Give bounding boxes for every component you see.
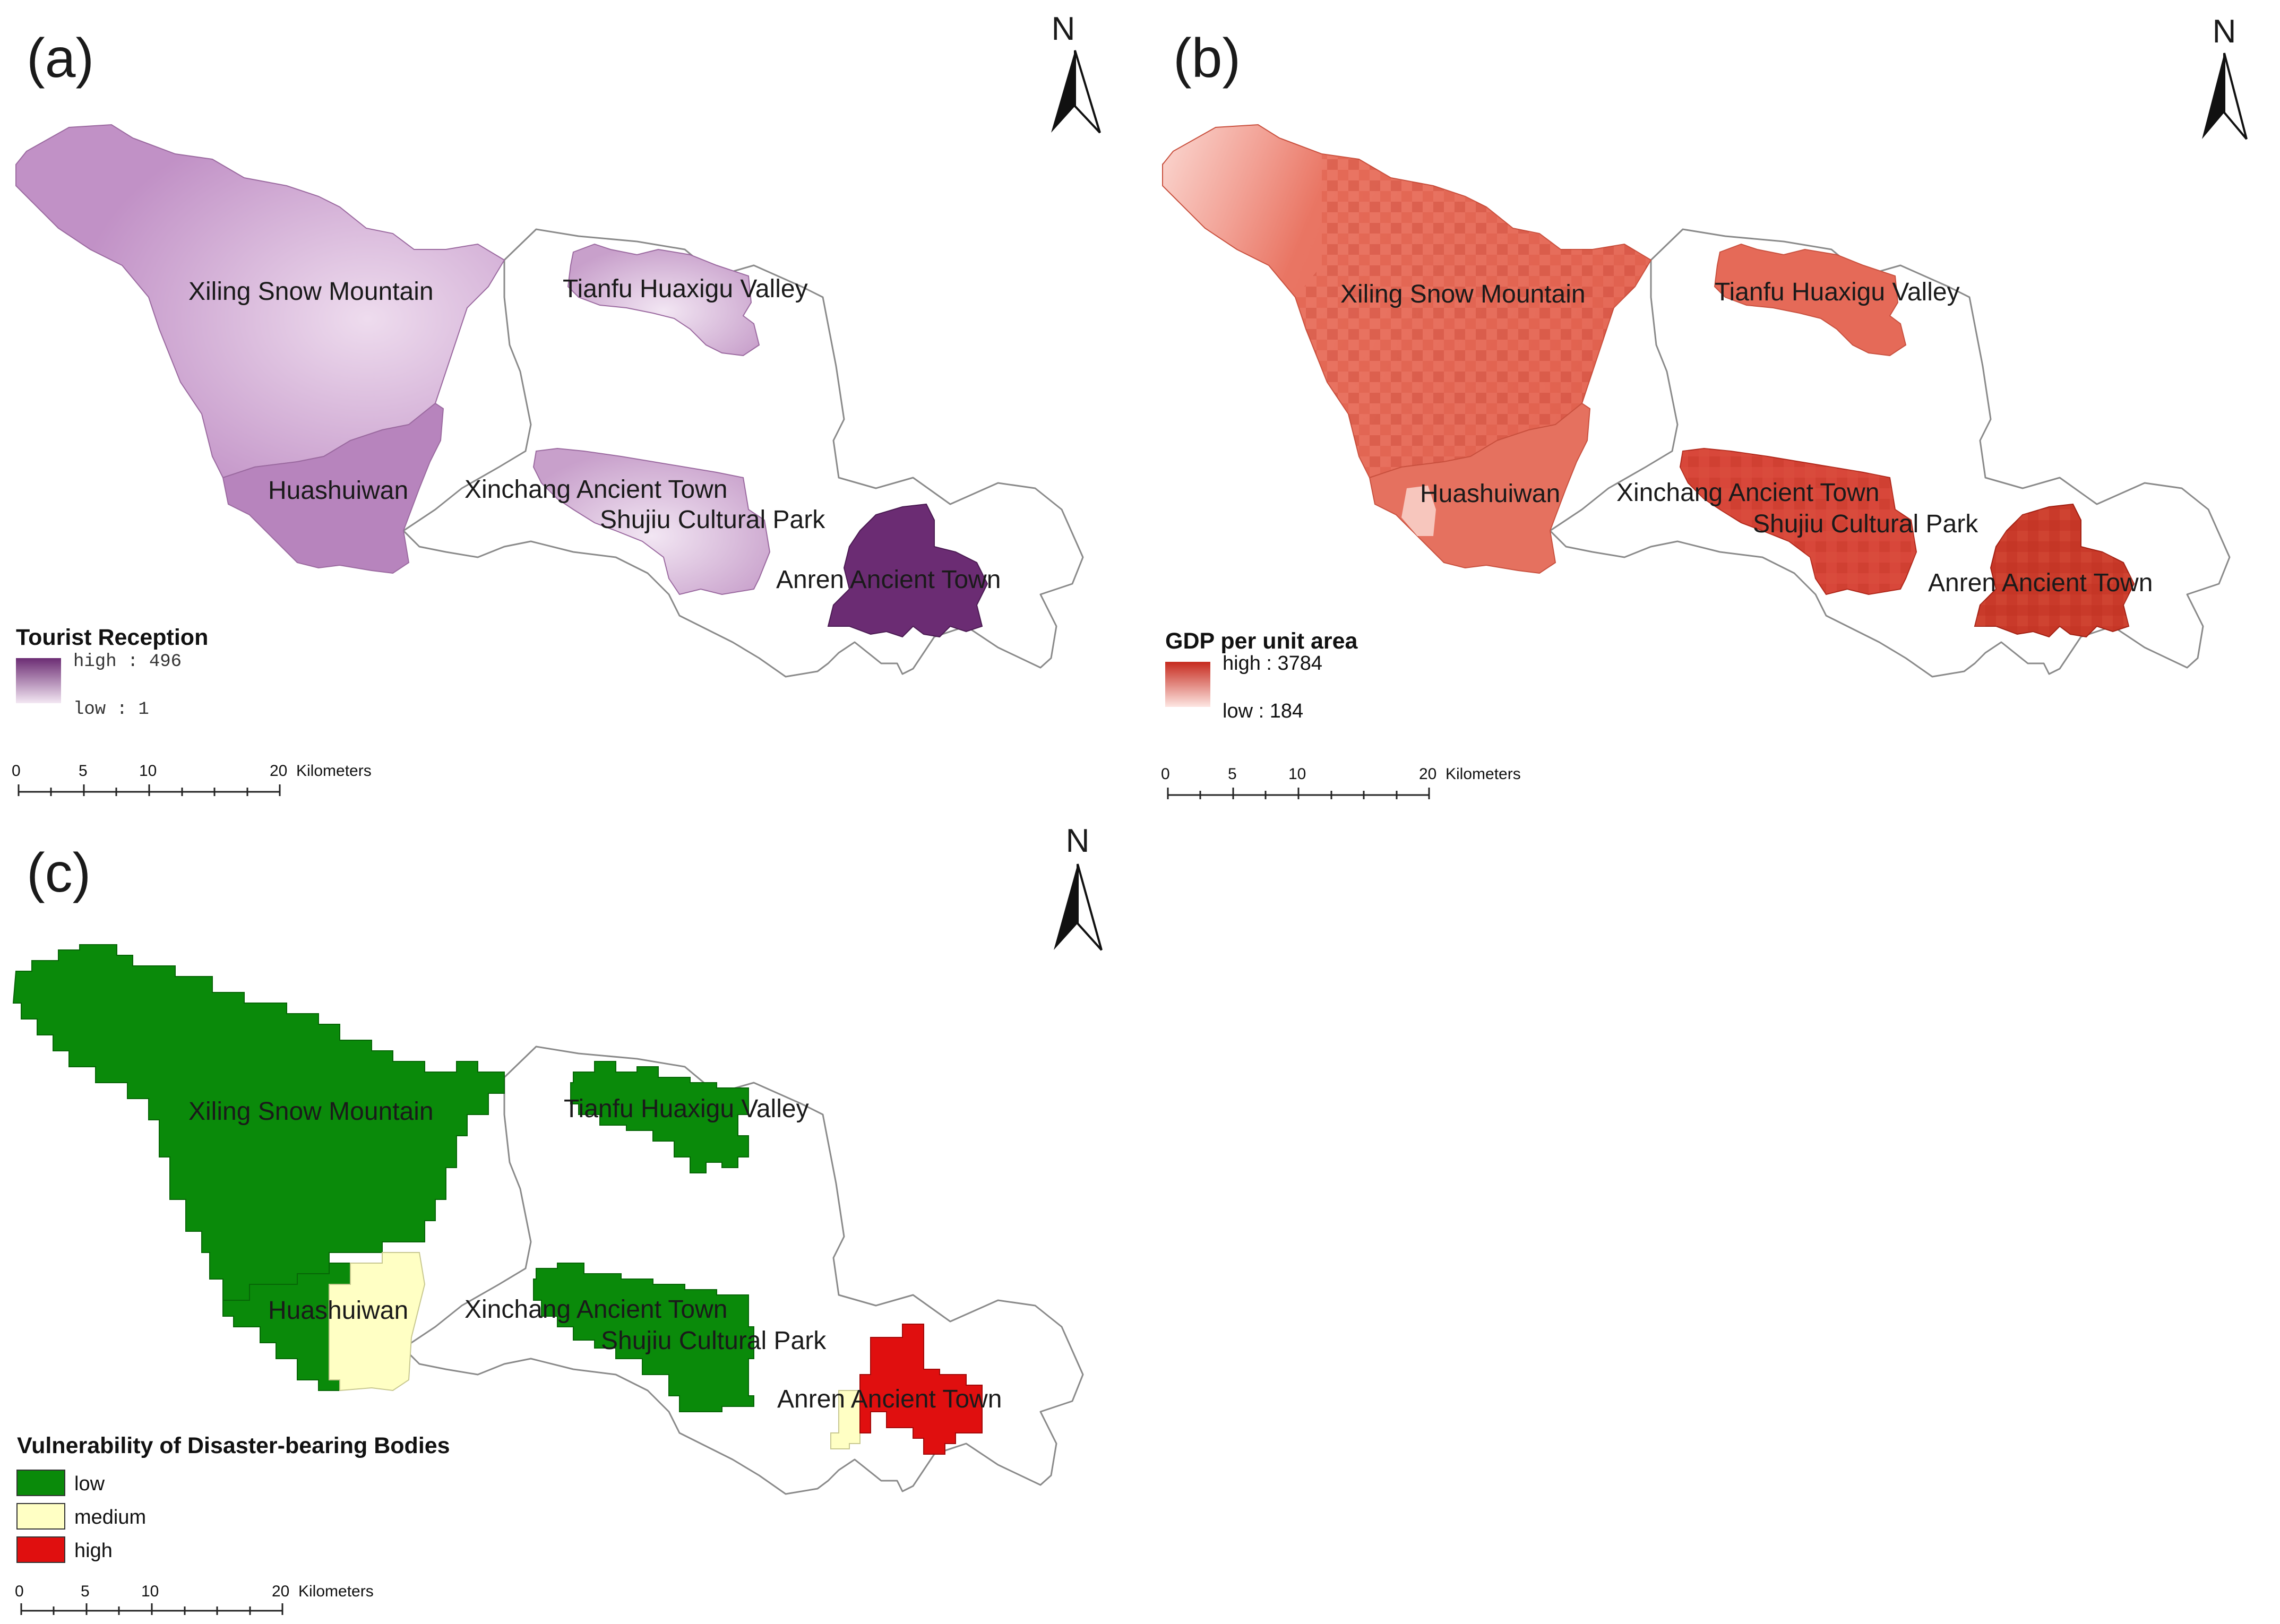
label-anren-b: Anren Ancient Town — [1928, 569, 2153, 597]
region-anren-c-high — [859, 1324, 983, 1455]
legend-high-b: high : 3784 — [1223, 652, 1322, 675]
legend-swatch-high — [16, 1536, 65, 1563]
legend-ramp-a — [16, 658, 61, 703]
legend-b: GDP per unit area high : 3784 low : 184 — [1165, 628, 1358, 722]
region-xinchang-shujiu — [532, 447, 771, 595]
label-anren-c: Anren Ancient Town — [777, 1385, 1002, 1413]
label-shujiu-c: Shujiu Cultural Park — [601, 1327, 827, 1355]
scale-tick-20: 20 — [270, 762, 287, 780]
legend-low-a: low : 1 — [73, 699, 149, 720]
scale-tick-0-b: 0 — [1161, 765, 1170, 783]
label-huashuiwan: Huashuiwan — [268, 477, 408, 505]
map-c-svg: Xiling Snow Mountain Tianfu Huaxigu Vall… — [12, 823, 1103, 1615]
scale-tick-5: 5 — [79, 762, 88, 780]
label-xinchang-c: Xinchang Ancient Town — [464, 1295, 727, 1324]
north-arrow-icon: N — [2202, 13, 2248, 140]
legend-title-a: Tourist Reception — [16, 625, 208, 650]
north-arrow-icon: N — [1051, 11, 1101, 134]
panel-letter-a: (a) — [27, 28, 94, 89]
legend-a: Tourist Reception high : 496 low : 1 — [16, 625, 208, 720]
legend-label-high: high — [74, 1540, 113, 1562]
study-area-outline-b — [1549, 228, 2231, 678]
map-panel-c: Xiling Snow Mountain Tianfu Huaxigu Vall… — [0, 817, 1140, 1622]
region-xinchang-shujiu-b-texture — [1680, 448, 1916, 594]
region-huashuiwan — [222, 402, 444, 574]
scale-unit-c: Kilometers — [298, 1583, 374, 1600]
scale-bar-a: 0 5 10 20 Kilometers — [12, 762, 372, 796]
region-tianfu-c — [570, 1061, 749, 1173]
label-xiling-c: Xiling Snow Mountain — [188, 1098, 434, 1126]
legend-swatch-medium — [16, 1503, 65, 1530]
scale-unit-b: Kilometers — [1446, 765, 1521, 783]
scale-tick-10-b: 10 — [1288, 765, 1306, 783]
scale-tick-20-b: 20 — [1419, 765, 1436, 783]
label-xiling-b: Xiling Snow Mountain — [1340, 280, 1586, 308]
map-panel-a: Xiling Snow Mountain Tianfu Huaxigu Vall… — [0, 0, 1140, 811]
region-tianfu-b — [1714, 243, 1907, 357]
map-a-svg: Xiling Snow Mountain Tianfu Huaxigu Vall… — [12, 11, 1101, 796]
legend-ramp-b — [1165, 662, 1210, 707]
legend-low-b: low : 184 — [1223, 700, 1303, 722]
legend-label-medium: medium — [74, 1506, 146, 1528]
label-huashuiwan-b: Huashuiwan — [1420, 480, 1560, 508]
label-xinchang: Xinchang Ancient Town — [464, 476, 727, 504]
label-shujiu-b: Shujiu Cultural Park — [1753, 510, 1978, 538]
label-xiling: Xiling Snow Mountain — [188, 278, 434, 306]
north-label-c: N — [1066, 823, 1090, 859]
scale-tick-20-c: 20 — [272, 1583, 289, 1600]
legend-title-c: Vulnerability of Disaster-bearing Bodies — [17, 1433, 450, 1458]
region-huashuiwan-b-light — [1401, 486, 1436, 536]
north-label: N — [1052, 11, 1076, 47]
region-huashuiwan-c-medium — [329, 1252, 426, 1392]
legend-label-low: low — [74, 1473, 105, 1495]
label-xinchang-b: Xinchang Ancient Town — [1616, 479, 1879, 507]
study-area-outline — [402, 228, 1084, 678]
scale-tick-10: 10 — [139, 762, 157, 780]
label-shujiu: Shujiu Cultural Park — [600, 506, 825, 534]
north-label-b: N — [2213, 13, 2236, 50]
region-xiling-c — [12, 944, 505, 1301]
scale-unit: Kilometers — [296, 762, 372, 780]
label-tianfu-c: Tianfu Huaxigu Valley — [564, 1095, 809, 1123]
region-xinchang-shujiu-c — [533, 1263, 754, 1412]
map-panel-b: Xiling Snow Mountain Tianfu Huaxigu Vall… — [1147, 0, 2280, 811]
scale-tick-0: 0 — [12, 762, 21, 780]
panel-letter-b: (b) — [1173, 28, 1241, 89]
scale-bar-c: 0 5 10 20 Kilometers — [15, 1583, 374, 1615]
region-xiling-b-texture — [1295, 154, 1651, 478]
label-anren: Anren Ancient Town — [776, 566, 1001, 594]
legend-swatch-low — [16, 1470, 65, 1496]
scale-tick-10-c: 10 — [141, 1583, 159, 1600]
region-anren-b-texture — [1975, 504, 2134, 637]
legend-c: Vulnerability of Disaster-bearing Bodies… — [16, 1433, 450, 1563]
legend-title-b: GDP per unit area — [1165, 628, 1358, 654]
scale-tick-5-b: 5 — [1228, 765, 1237, 783]
region-anren-ancient-town — [827, 503, 988, 638]
scale-tick-5-c: 5 — [81, 1583, 90, 1600]
north-arrow-icon: N — [1054, 823, 1103, 951]
panel-letter-c: (c) — [27, 842, 91, 904]
scale-tick-0-c: 0 — [15, 1583, 24, 1600]
map-b-svg: Xiling Snow Mountain Tianfu Huaxigu Vall… — [1161, 13, 2248, 799]
region-tianfu-huaxigu-valley — [567, 243, 760, 357]
label-huashuiwan-c: Huashuiwan — [268, 1297, 408, 1325]
label-tianfu: Tianfu Huaxigu Valley — [563, 275, 808, 303]
scale-bar-b: 0 5 10 20 Kilometers — [1161, 765, 1521, 799]
legend-high-a: high : 496 — [73, 652, 182, 672]
label-tianfu-b: Tianfu Huaxigu Valley — [1715, 278, 1960, 306]
